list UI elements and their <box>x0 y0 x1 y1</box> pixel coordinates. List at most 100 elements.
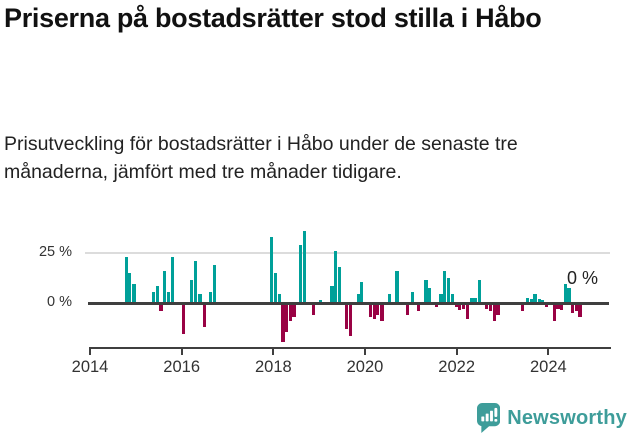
price-change-bar <box>299 244 303 302</box>
x-axis-tick <box>180 347 183 355</box>
newsworthy-logo-icon <box>477 403 501 433</box>
price-change-bar <box>446 277 450 302</box>
price-change-bar <box>578 305 582 318</box>
price-change-bar <box>348 305 352 336</box>
price-change-bar <box>274 273 278 302</box>
price-change-bar <box>454 305 458 308</box>
price-change-bar <box>567 287 571 302</box>
price-change-bar <box>461 305 466 310</box>
price-change-bar <box>484 305 489 310</box>
price-change-bar <box>434 305 439 308</box>
price-change-bar <box>292 305 296 318</box>
price-change-bar <box>208 291 213 302</box>
price-change-bar <box>424 279 428 302</box>
price-change-bar <box>526 297 530 302</box>
price-change-bar <box>395 271 399 302</box>
x-axis-tick-label: 2024 <box>529 358 567 376</box>
price-change-bar <box>541 299 545 302</box>
y-axis-label-25: 25 % <box>38 244 72 260</box>
price-change-bar <box>560 305 564 311</box>
price-change-bar <box>277 293 281 302</box>
price-change-bar <box>132 283 136 302</box>
price-change-bar <box>552 305 556 322</box>
x-axis-tick-label: 2014 <box>71 358 109 376</box>
price-change-bar <box>556 305 560 310</box>
price-change-bar <box>360 281 364 302</box>
x-axis-tick-label: 2022 <box>438 358 476 376</box>
x-axis-tick <box>455 347 458 355</box>
price-change-bar <box>124 257 128 302</box>
price-change-bar <box>155 285 159 302</box>
price-change-bar <box>563 283 567 302</box>
price-change-bar <box>212 265 216 302</box>
price-change-bar <box>496 305 500 316</box>
brand-name: Newsworthy <box>507 406 627 429</box>
x-axis-tick-label: 2020 <box>346 358 384 376</box>
price-change-bar <box>128 273 132 302</box>
price-change-bar <box>198 293 202 302</box>
y-axis-label-0: 0 % <box>47 294 72 310</box>
price-change-bar <box>193 261 197 302</box>
price-change-bar <box>380 305 384 322</box>
price-change-bar <box>410 291 414 302</box>
price-change-bar <box>417 305 421 312</box>
x-axis-tick <box>89 347 91 355</box>
price-change-bar <box>521 305 525 312</box>
price-change-bar <box>574 305 578 312</box>
price-change-bar <box>492 305 496 322</box>
price-change-bar <box>170 257 175 302</box>
price-change-bar <box>166 291 170 302</box>
price-change-bar <box>466 305 470 320</box>
price-change-bar <box>458 305 462 311</box>
price-change-bar <box>439 293 443 302</box>
price-change-bar <box>285 305 289 332</box>
price-change-bar <box>288 305 292 322</box>
price-change-bar <box>330 285 334 302</box>
price-change-bar <box>163 271 167 302</box>
price-change-bar <box>428 287 432 302</box>
price-change-bar <box>318 299 323 302</box>
price-change-bar <box>488 305 492 312</box>
price-change-bar <box>159 305 163 312</box>
price-change-bar <box>372 305 376 320</box>
price-change-bar <box>443 271 447 302</box>
price-change-bar <box>334 251 338 302</box>
price-change-bar <box>571 305 575 314</box>
page-title: Priserna på bostadsrätter stod stilla i … <box>4 3 542 33</box>
x-axis-tick <box>272 347 275 355</box>
price-change-bar <box>281 305 285 342</box>
x-axis-tick <box>547 347 550 355</box>
latest-value-annotation: 0 % <box>567 268 599 288</box>
newsworthy-brand-link[interactable]: Newsworthy <box>477 401 627 435</box>
price-change-bar <box>376 305 380 316</box>
chart-subtitle: Prisutveckling för bostadsrätter i Håbo … <box>4 133 518 183</box>
price-change-bar <box>151 291 155 302</box>
gridline-25-percent <box>85 252 610 254</box>
price-change-bar <box>544 305 549 308</box>
price-change-bar <box>387 293 391 302</box>
price-change-bar <box>469 297 473 302</box>
x-axis-tick-label: 2016 <box>163 358 201 376</box>
price-change-bar <box>190 279 194 302</box>
x-axis-tick-label: 2018 <box>254 358 292 376</box>
price-change-bar <box>406 305 410 316</box>
price-change-bar <box>477 279 481 302</box>
zero-baseline <box>88 302 609 305</box>
price-change-bar <box>529 298 533 302</box>
price-change-bar <box>311 305 315 316</box>
price-change-bar <box>338 267 342 302</box>
price-change-bar <box>533 293 537 302</box>
price-change-bar <box>345 305 349 330</box>
price-change-bar <box>356 293 360 302</box>
price-change-bar <box>473 297 477 302</box>
price-change-bar <box>269 236 274 302</box>
price-change-bar <box>450 293 455 302</box>
x-axis-line <box>89 347 611 349</box>
x-axis-tick <box>363 347 366 355</box>
price-change-bar <box>368 305 373 318</box>
price-change-bar <box>202 305 206 328</box>
price-change-bar <box>537 298 541 302</box>
price-change-bar <box>302 230 307 302</box>
price-change-bar <box>181 305 186 334</box>
